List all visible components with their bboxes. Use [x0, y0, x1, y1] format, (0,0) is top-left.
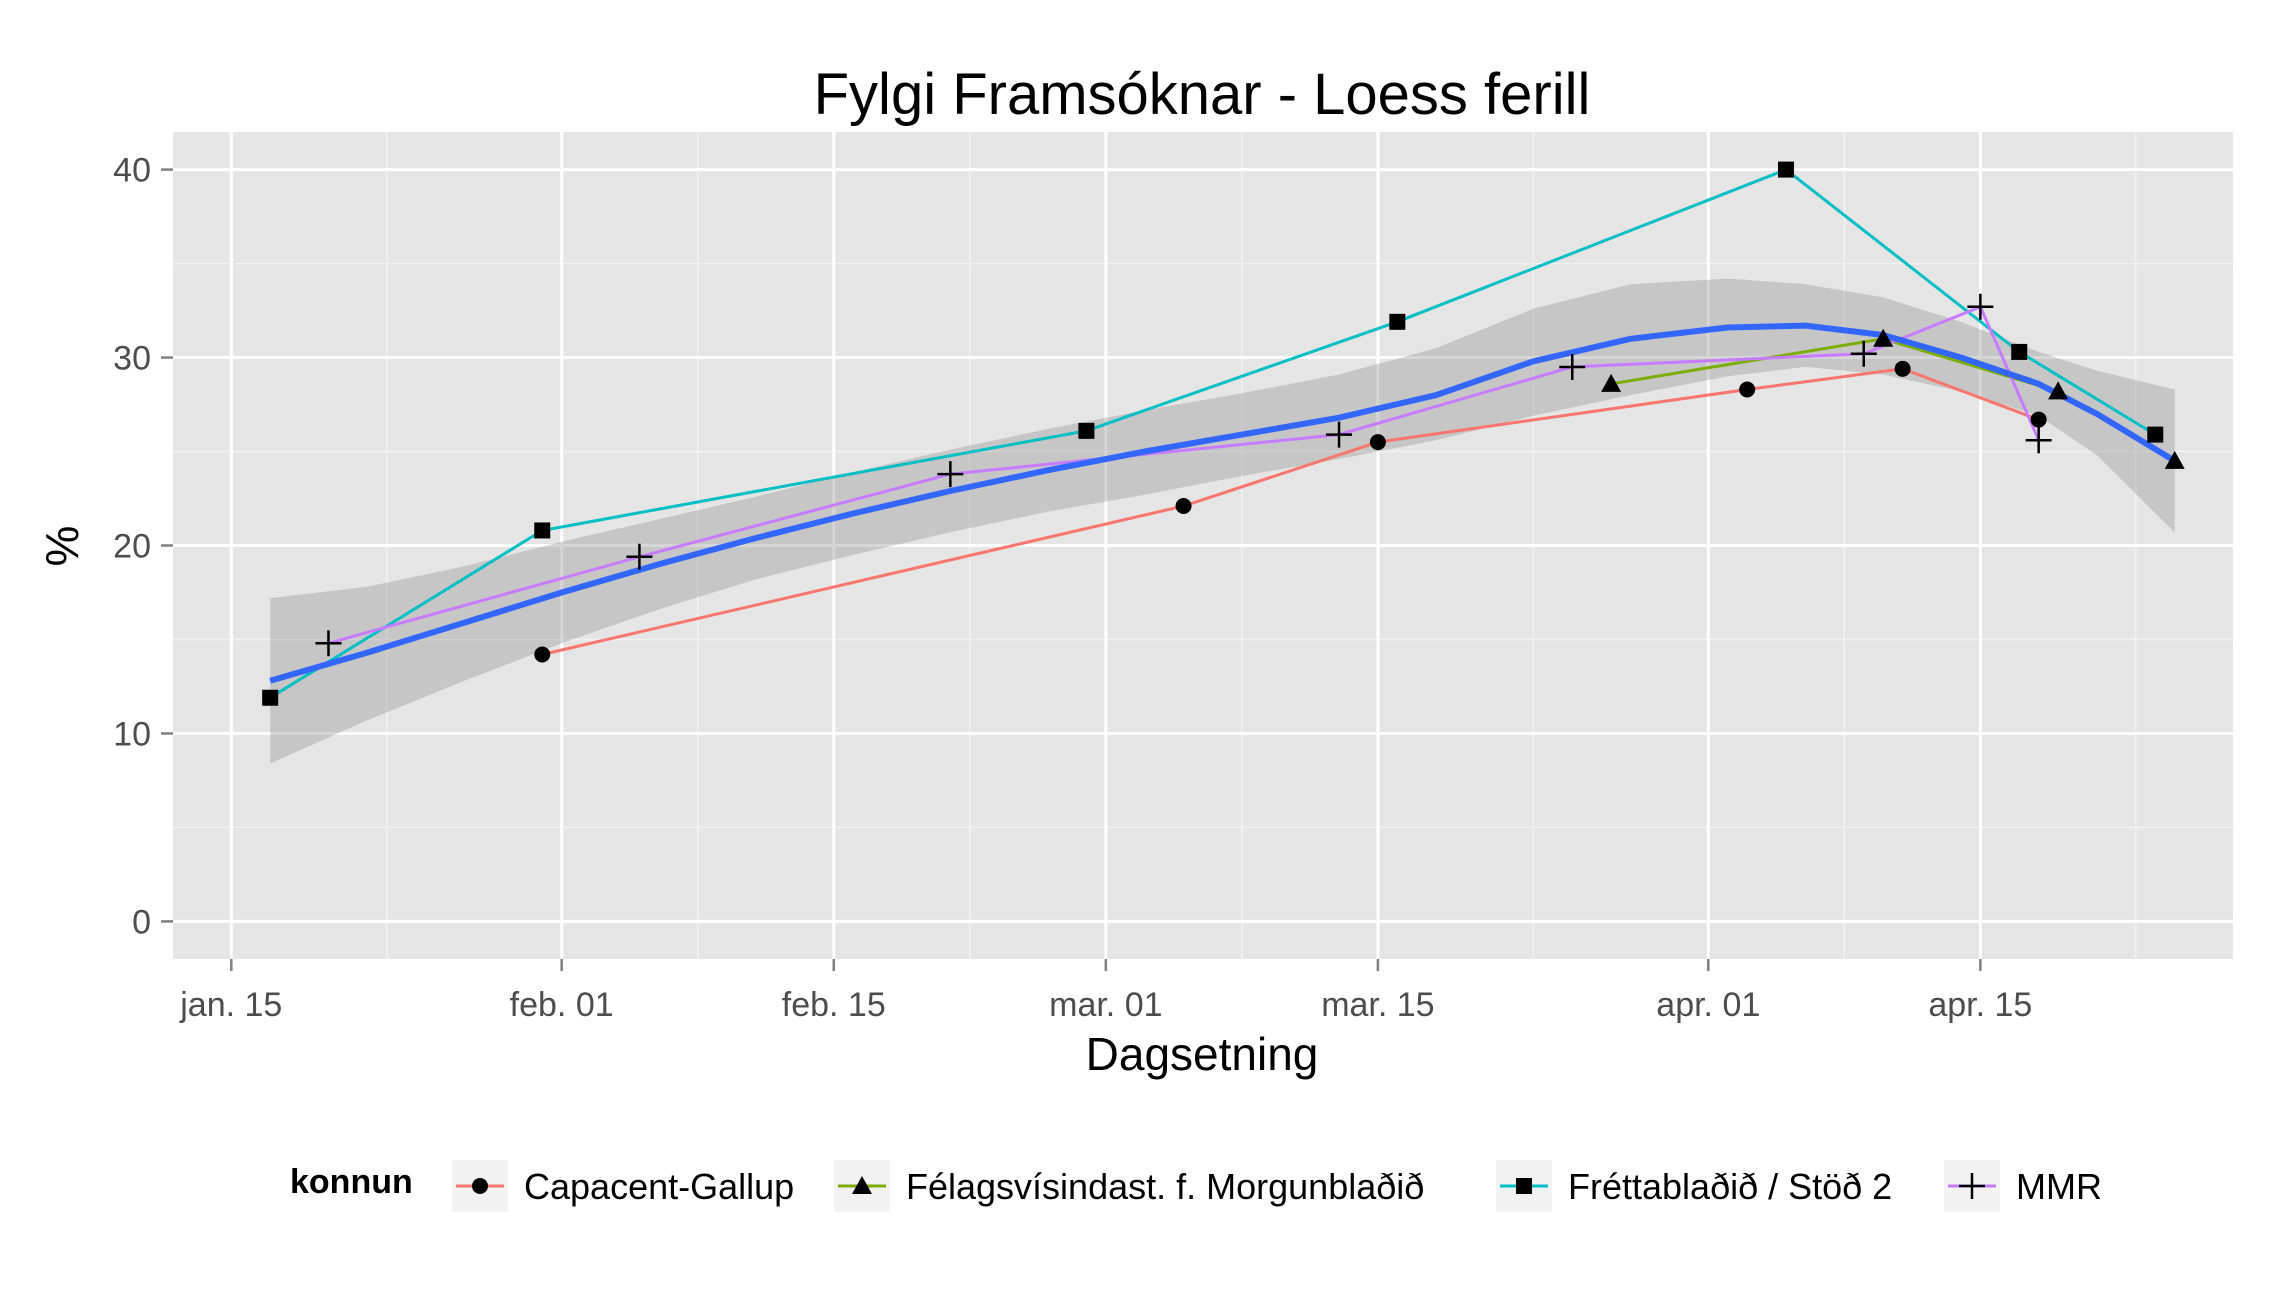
data-point-triangle: [2164, 450, 2185, 469]
y-axis-title: %: [36, 526, 88, 567]
loess-curve-layer: [269, 322, 2177, 684]
x-tick-label: feb. 01: [510, 986, 614, 1024]
y-tick-label: 20: [113, 528, 151, 566]
data-point-triangle: [2048, 381, 2069, 400]
data-point-plus: [2025, 427, 2052, 454]
y-tick-label: 40: [113, 152, 151, 190]
data-point-square: [534, 522, 551, 539]
legend-title: konnun: [290, 1163, 413, 1201]
x-tick-label: mar. 15: [1321, 986, 1434, 1024]
data-point-square: [1516, 1178, 1532, 1194]
data-point-square: [2147, 426, 2164, 443]
legend-label: Capacent-Gallup: [524, 1166, 794, 1207]
series-line: [541, 367, 2040, 656]
x-tick-label: apr. 15: [1928, 986, 2032, 1024]
y-tick-label: 30: [113, 340, 151, 378]
data-point-square: [262, 689, 279, 706]
data-point-plus: [1967, 293, 1994, 320]
chart-title: Fylgi Framsóknar - Loess ferill: [814, 62, 1591, 127]
data-point-plus: [1850, 340, 1877, 367]
data-point-circle: [1175, 498, 1192, 515]
legend-label: Fréttablaðið / Stöð 2: [1568, 1166, 1892, 1207]
series-line: [328, 304, 2041, 645]
x-tick-label: jan. 15: [179, 986, 282, 1024]
loess-confidence-band: [270, 278, 2175, 764]
data-point-triangle: [1873, 328, 1894, 347]
x-axis: jan. 15 feb. 01 feb. 15 mar. 01 mar. 15 apr. …: [179, 959, 2032, 1024]
loess-band: [270, 278, 2175, 764]
data-point-circle: [1369, 434, 1386, 451]
y-tick-label: 10: [113, 715, 151, 753]
data-point-circle: [2030, 411, 2047, 428]
x-axis-title: Dagsetning: [1086, 1028, 1319, 1080]
data-point-triangle: [1601, 373, 1622, 392]
data-point-plus: [315, 630, 342, 657]
legend-label: MMR: [2016, 1166, 2102, 1207]
x-tick-label: feb. 15: [782, 986, 886, 1024]
x-tick-label: mar. 01: [1049, 986, 1162, 1024]
data-point-square: [1078, 422, 1095, 439]
data-point-square: [2011, 343, 2028, 360]
legend: konnun Capacent-Gallup Félagsvísindast. f…: [290, 1160, 2102, 1212]
data-point-plus: [937, 461, 964, 488]
y-tick-label: 0: [132, 903, 151, 941]
data-point-triangle: [852, 1176, 872, 1194]
x-tick-label: apr. 01: [1656, 986, 1760, 1024]
y-axis: 0 10 20 30 40: [113, 152, 173, 941]
data-point-square: [1389, 313, 1406, 330]
data-point-circle: [472, 1178, 488, 1194]
data-point-square: [1778, 161, 1795, 178]
data-point-plus: [626, 543, 653, 570]
data-point-circle: [1739, 381, 1756, 398]
data-point-circle: [534, 646, 551, 663]
legend-label: Félagsvísindast. f. Morgunblaðið: [906, 1166, 1424, 1207]
data-point-plus: [1326, 421, 1353, 448]
markers-layer: [262, 161, 2185, 706]
data-point-circle: [1894, 360, 1911, 377]
data-point-plus: [1559, 353, 1586, 380]
loess-curve: [269, 322, 2177, 684]
data-point-plus: [1959, 1173, 1985, 1199]
